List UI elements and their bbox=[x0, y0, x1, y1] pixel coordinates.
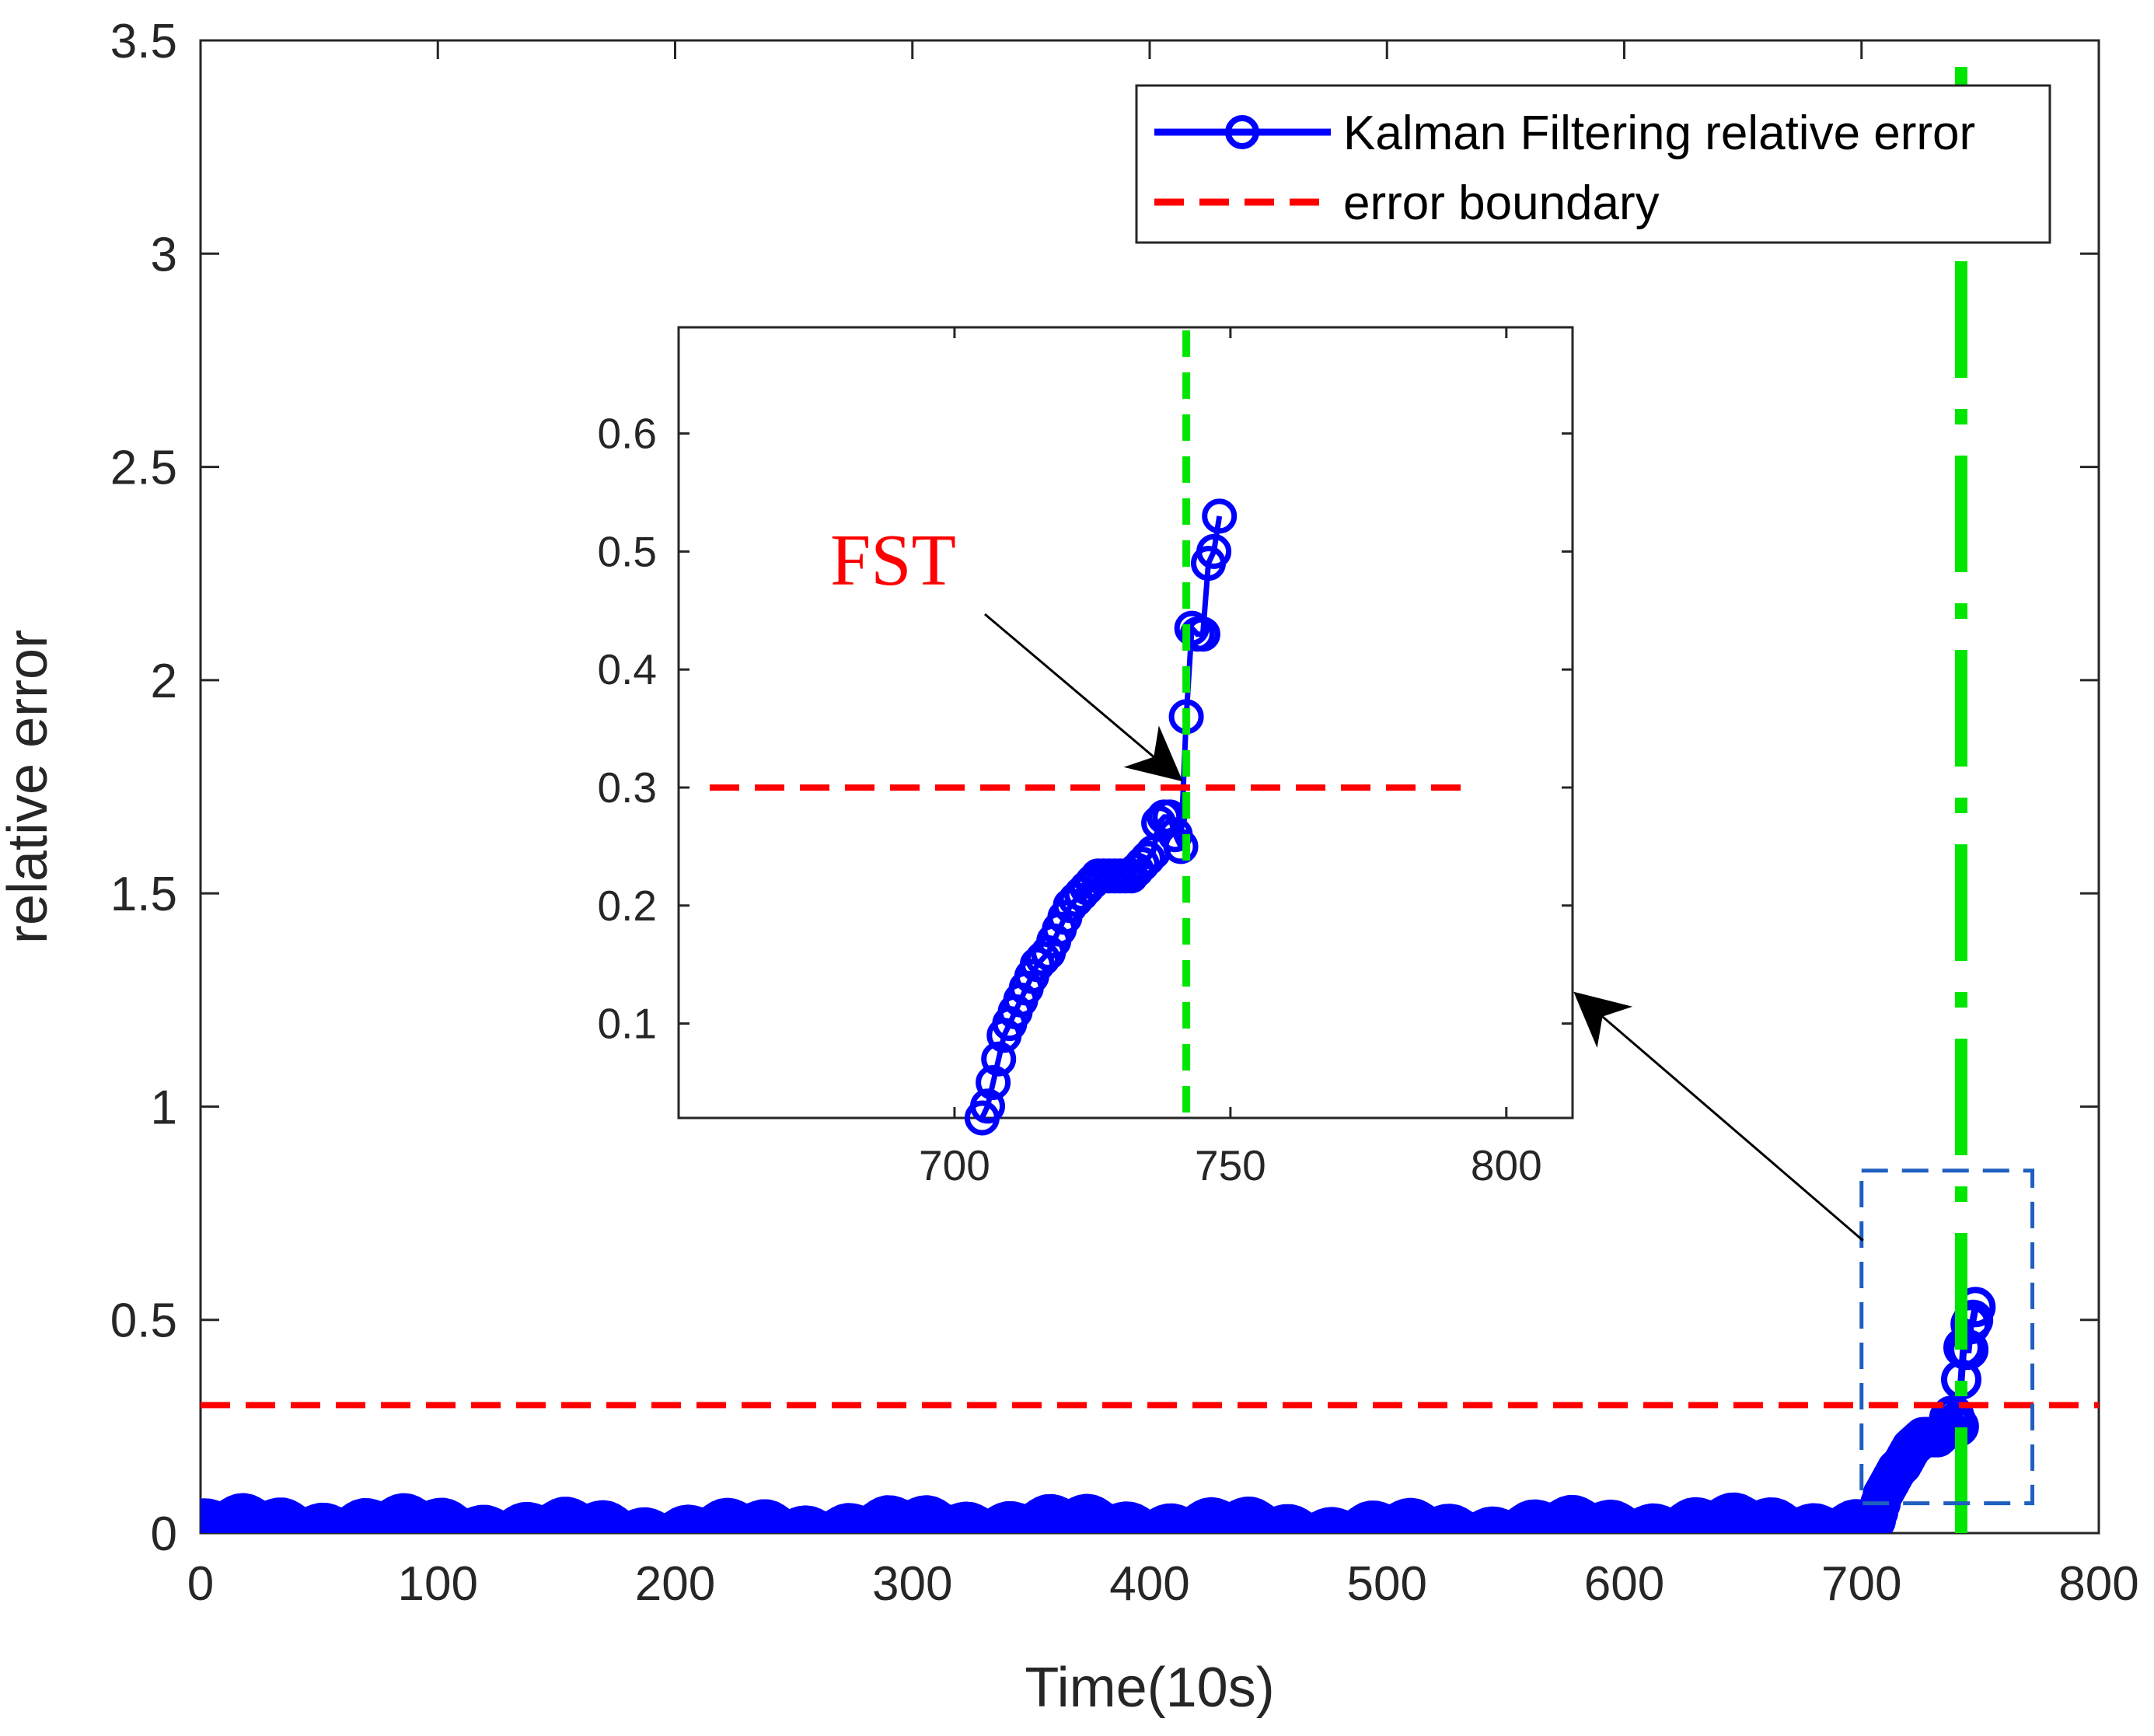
y-tick-label: 1 bbox=[151, 1081, 177, 1134]
main-reference-lines bbox=[201, 67, 2099, 1533]
x-tick-label: 600 bbox=[1584, 1557, 1664, 1611]
y-tick-label: 0 bbox=[151, 1507, 177, 1561]
inset-y-tick-label: 0.4 bbox=[598, 645, 657, 693]
inset-series-marker-kalman bbox=[1202, 498, 1238, 534]
inset-series-marker-kalman bbox=[1025, 941, 1060, 976]
x-tick-labels: 0 100 200 300 400 500 600 700 800 bbox=[187, 1557, 2139, 1611]
inset-x-tick-label: 800 bbox=[1471, 1141, 1542, 1189]
inset-y-tick-label: 0.1 bbox=[598, 1000, 657, 1048]
x-tick-label: 800 bbox=[2058, 1557, 2138, 1611]
zoom-box bbox=[1859, 1168, 2035, 1506]
inset-x-tick-labels: 700 750 800 bbox=[919, 1141, 1542, 1189]
inset-series-marker-kalman bbox=[981, 1041, 1017, 1077]
legend-label-kalman: Kalman Filtering relative error bbox=[1343, 107, 1975, 160]
inset-y-tick-label: 0.5 bbox=[598, 527, 657, 575]
inset-plot-area bbox=[677, 326, 1574, 1119]
series-marker-kalman bbox=[1948, 1329, 1989, 1371]
y-tick-label: 0.5 bbox=[110, 1294, 177, 1348]
y-tick-label: 3 bbox=[151, 228, 177, 281]
inset-axis-ticks bbox=[679, 327, 1573, 1118]
y-tick-label: 2.5 bbox=[110, 442, 177, 495]
x-tick-label: 100 bbox=[398, 1557, 478, 1611]
inset-series-marker-kalman bbox=[1163, 829, 1199, 865]
inset-reference-lines bbox=[710, 330, 1474, 1118]
legend-marker-kalman bbox=[1225, 115, 1259, 149]
inset-y-tick-label: 0.6 bbox=[598, 410, 657, 458]
legend-box bbox=[1135, 84, 2051, 244]
inset-series-marker-kalman bbox=[976, 1065, 1011, 1100]
x-axis-title: Time(10s) bbox=[1025, 1657, 1274, 1719]
fst-annotation-arrow bbox=[984, 613, 1183, 782]
main-series-layer bbox=[201, 1287, 1996, 1533]
x-tick-label: 0 bbox=[187, 1557, 214, 1611]
x-tick-label: 300 bbox=[872, 1557, 952, 1611]
x-tick-label: 400 bbox=[1109, 1557, 1189, 1611]
y-tick-label: 3.5 bbox=[110, 15, 177, 68]
zoom-arrow bbox=[1573, 991, 1864, 1242]
inset-x-tick-label: 750 bbox=[1195, 1141, 1266, 1189]
inset-series-marker-kalman bbox=[970, 1088, 1005, 1124]
inset-y-tick-label: 0.2 bbox=[598, 882, 657, 930]
y-tick-labels: 0 0.5 1 1.5 2 2.5 3 3.5 bbox=[110, 15, 177, 1561]
inset-y-tick-label: 0.3 bbox=[598, 763, 657, 812]
fst-annotation-label: FST bbox=[830, 520, 956, 601]
y-tick-label: 2 bbox=[151, 655, 177, 708]
y-axis-title: relative error bbox=[0, 630, 59, 944]
x-tick-label: 500 bbox=[1347, 1557, 1427, 1611]
x-tick-label: 200 bbox=[635, 1557, 715, 1611]
inset-chart: 700 750 800 0.1 0.2 0.3 0.4 0.5 0.6 FST bbox=[598, 326, 1574, 1189]
inset-x-tick-label: 700 bbox=[919, 1141, 990, 1189]
legend: Kalman Filtering relative error error bo… bbox=[1135, 84, 2051, 244]
y-tick-label: 1.5 bbox=[110, 868, 177, 921]
inset-series-marker-kalman bbox=[1129, 840, 1165, 876]
legend-label-boundary: error boundary bbox=[1343, 176, 1660, 230]
inset-y-tick-labels: 0.1 0.2 0.3 0.4 0.5 0.6 bbox=[598, 410, 657, 1048]
inset-series-marker-kalman bbox=[1196, 533, 1232, 569]
x-tick-label: 700 bbox=[1821, 1557, 1901, 1611]
